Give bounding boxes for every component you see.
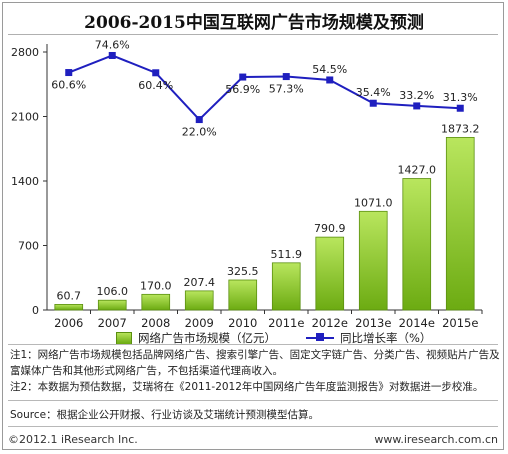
bar-value-label: 106.0 [97, 285, 129, 298]
footer-copyright: ©2012.1 iResearch Inc. [8, 433, 138, 446]
growth-point [108, 51, 116, 59]
bar-value-label: 1873.2 [441, 122, 480, 135]
growth-value-label: 33.2% [399, 89, 434, 102]
notes-divider [8, 344, 498, 345]
growth-point [456, 104, 464, 112]
growth-value-label: 56.9% [225, 83, 260, 96]
growth-value-label: 54.5% [312, 63, 347, 76]
bar-value-label: 1427.0 [398, 164, 437, 177]
x-tick-label: 2009 [185, 316, 214, 330]
growth-point [413, 102, 421, 110]
chart-title: 2006-2015中国互联网广告市场规模及预测 [84, 13, 424, 33]
growth-point [152, 69, 160, 77]
x-tick-label: 2008 [141, 316, 170, 330]
footer-divider [8, 426, 498, 427]
bar [228, 279, 258, 311]
growth-value-label: 60.6% [51, 79, 86, 92]
chart-frame [2, 2, 504, 450]
growth-point [369, 99, 377, 107]
notes-block: 注1：网络广告市场规模包括品牌网络广告、搜索引擎广告、固定文字链广告、分类广告、… [10, 347, 500, 395]
bar [358, 210, 388, 311]
growth-value-label: 22.0% [182, 126, 217, 139]
bar-value-label: 1071.0 [354, 196, 393, 209]
growth-value-label: 35.4% [356, 86, 391, 99]
growth-value-label: 60.4% [138, 79, 173, 92]
bar-value-label: 170.0 [140, 279, 172, 292]
bar-value-label: 790.9 [314, 222, 346, 235]
x-tick-label: 2013e [355, 316, 391, 330]
note-1: 注1：网络广告市场规模包括品牌网络广告、搜索引擎广告、固定文字链广告、分类广告、… [10, 349, 500, 377]
title-divider [8, 34, 498, 35]
growth-value-label: 74.6% [95, 38, 130, 51]
bar-value-label: 60.7 [57, 289, 82, 302]
note-2: 注2：本数据为预估数据，艾瑞将在《2011-2012年中国网络广告年度监测报告》… [10, 381, 484, 393]
bar [445, 136, 475, 311]
bar [271, 262, 301, 311]
growth-point [326, 76, 334, 84]
growth-point [195, 116, 203, 124]
x-tick-label: 2007 [98, 316, 127, 330]
x-tick-label: 2012e [312, 316, 348, 330]
y-tick-label: 2800 [11, 46, 39, 59]
growth-point [282, 73, 290, 81]
source-text: Source：根据企业公开财报、行业访谈及艾瑞统计预测模型估算。 [10, 409, 320, 421]
bar-value-label: 325.5 [227, 265, 259, 278]
y-tick-label: 2100 [11, 111, 39, 124]
legend-label-bar: 网络广告市场规模（亿元） [138, 331, 276, 345]
bar-value-label: 511.9 [271, 248, 303, 261]
x-tick-label: 2015e [442, 316, 478, 330]
x-tick-label: 2010 [228, 316, 257, 330]
x-tick-label: 2011e [268, 316, 304, 330]
bar [97, 299, 127, 311]
x-tick-label: 2006 [54, 316, 83, 330]
legend-label-line: 同比增长率（%） [340, 331, 432, 345]
bar [141, 293, 171, 311]
chart-plot: 0 700 1400 2100 2800 60.7 2006 106.0 2007 170.0 20… [11, 38, 483, 330]
growth-point [65, 69, 73, 77]
bar [402, 178, 432, 311]
bar [54, 304, 84, 311]
growth-value-label: 57.3% [269, 83, 304, 96]
legend-swatch-bar [116, 331, 132, 345]
source-divider [8, 400, 498, 401]
legend-item-line: 同比增长率（%） [306, 330, 431, 346]
y-tick-label: 700 [18, 240, 39, 253]
bar-value-label: 207.4 [184, 276, 216, 289]
growth-line [68, 54, 461, 121]
legend-swatch-line [306, 333, 334, 341]
growth-point [239, 73, 247, 81]
growth-value-label: 31.3% [443, 91, 478, 104]
y-tick-label: 1400 [11, 175, 39, 188]
bar [184, 290, 214, 311]
bar [315, 236, 345, 311]
y-tick-label: 0 [32, 304, 39, 317]
x-tick-label: 2014e [399, 316, 435, 330]
footer-website: www.iresearch.com.cn [374, 433, 498, 446]
